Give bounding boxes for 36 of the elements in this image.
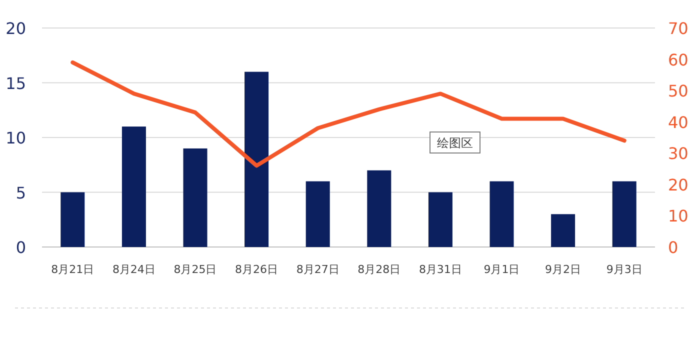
x-tick-label: 9月2日: [545, 263, 582, 276]
annotation: 绘图区: [430, 132, 480, 154]
y-tick-label: 20: [6, 19, 26, 38]
x-tick-label: 8月31日: [418, 263, 462, 276]
bar: [122, 126, 146, 247]
bar: [306, 181, 330, 247]
bar: [428, 192, 452, 247]
x-tick-label: 8月25日: [174, 263, 217, 276]
y2-tick-label: 20: [668, 175, 688, 194]
bar: [60, 192, 85, 247]
y2-tick-label: 0: [668, 238, 678, 257]
y-tick-label: 10: [6, 128, 26, 148]
bar: [367, 170, 392, 247]
bar: [244, 72, 269, 247]
x-tick-label: 8月26日: [235, 263, 278, 276]
x-tick-label: 9月3日: [606, 263, 642, 276]
y2-tick-label: 10: [668, 206, 688, 226]
x-tick-label: 8月21日: [51, 263, 94, 276]
x-tick-label: 8月28日: [358, 263, 401, 276]
y2-tick-label: 50: [668, 82, 688, 101]
y-tick-label: 15: [6, 74, 26, 93]
x-tick-label: 9月1日: [484, 263, 520, 276]
bar: [612, 181, 636, 247]
y2-tick-label: 40: [668, 112, 688, 132]
annotation: 绘图区: [437, 136, 473, 150]
y2-tick-label: 60: [668, 50, 688, 70]
y2-tick-label: 70: [668, 19, 688, 38]
line-series: [70, 60, 626, 168]
y2-tick-label: 30: [668, 144, 688, 164]
bar: [490, 181, 514, 247]
x-tick-label: 8月27日: [296, 263, 340, 276]
y-tick-label: 0: [16, 238, 26, 257]
bar: [551, 214, 576, 247]
x-tick-label: 8月24日: [112, 263, 156, 276]
y-tick-label: 5: [16, 183, 26, 202]
bar: [183, 148, 208, 247]
